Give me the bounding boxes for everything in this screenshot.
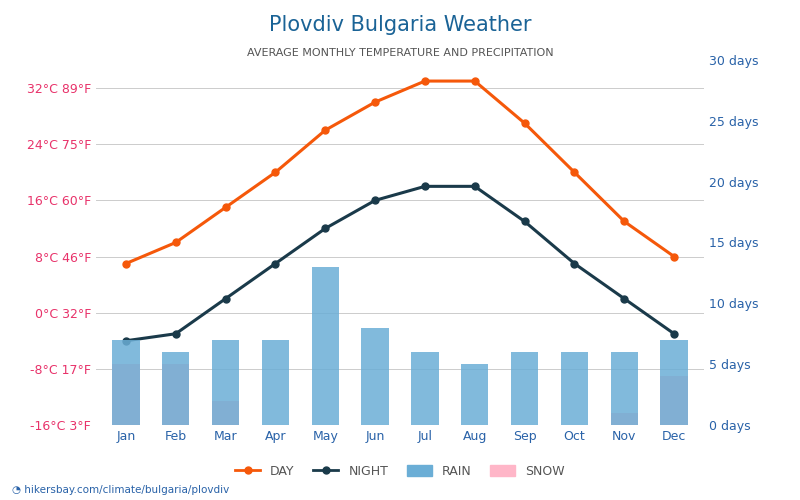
Bar xyxy=(212,400,239,425)
Legend: DAY, NIGHT, RAIN, SNOW: DAY, NIGHT, RAIN, SNOW xyxy=(230,460,570,482)
Bar xyxy=(411,352,438,425)
Bar xyxy=(112,364,140,425)
Text: AVERAGE MONTHLY TEMPERATURE AND PRECIPITATION: AVERAGE MONTHLY TEMPERATURE AND PRECIPIT… xyxy=(246,48,554,58)
Bar xyxy=(461,364,489,425)
Bar xyxy=(262,340,289,425)
Bar xyxy=(311,267,339,425)
Bar xyxy=(610,413,638,425)
Bar xyxy=(511,352,538,425)
Bar xyxy=(561,352,588,425)
Bar xyxy=(362,328,389,425)
Bar xyxy=(112,340,140,425)
Text: Plovdiv Bulgaria Weather: Plovdiv Bulgaria Weather xyxy=(269,15,531,35)
Bar xyxy=(610,352,638,425)
Bar xyxy=(660,376,688,425)
Bar xyxy=(660,340,688,425)
Bar xyxy=(162,364,190,425)
Bar xyxy=(212,340,239,425)
Bar xyxy=(162,352,190,425)
Text: ◔ hikersbay.com/climate/bulgaria/plovdiv: ◔ hikersbay.com/climate/bulgaria/plovdiv xyxy=(12,485,230,495)
